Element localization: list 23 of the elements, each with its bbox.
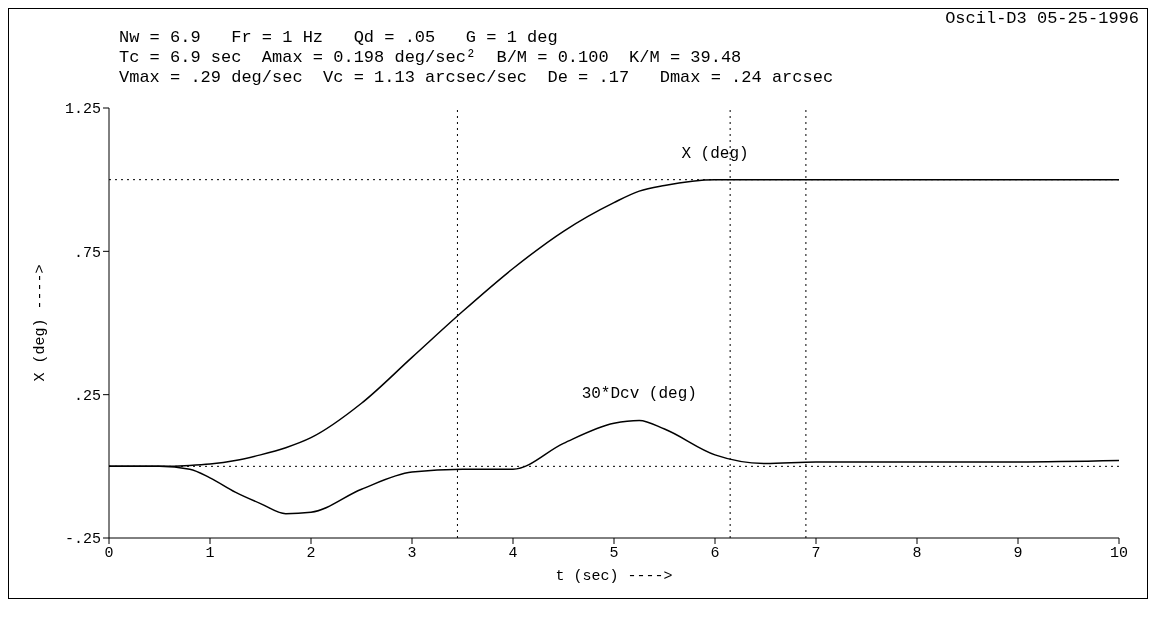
y-axis-title: X (deg) ----> [32, 264, 50, 382]
series-label: 30*Dcv (deg) [581, 385, 697, 404]
x-tick-label: 6 [710, 544, 720, 562]
x-tick-label: 8 [912, 544, 922, 562]
y-tick-label: -.25 [64, 531, 101, 549]
text: Tc = 6.9 sec Amax = 0.198 deg/sec² B/M = 0.100 K/M = 39.48 [119, 48, 743, 68]
series-label: X (deg) [681, 144, 749, 163]
x-tick-label: 10 [1109, 544, 1129, 562]
y-tick-label: .25 [73, 387, 101, 405]
x-tick-label: 3 [407, 544, 417, 562]
x-tick-label: 9 [1013, 544, 1023, 562]
x-tick-label: 2 [306, 544, 316, 562]
x-tick-label: 5 [609, 544, 619, 562]
text: Nw = 6.9 Fr = 1 Hz Qd = .05 G = 1 deg [119, 28, 559, 48]
y-tick-label: .75 [73, 244, 101, 262]
y-tick-label: 1.25 [64, 101, 101, 119]
x-tick-label: 0 [104, 544, 114, 562]
x-tick-label: 1 [205, 544, 215, 562]
x-axis-title: t (sec) ----> [555, 568, 673, 585]
x-tick-label: 4 [508, 544, 518, 562]
chart-title: Oscil-D3 05-25-1996 [944, 9, 1140, 28]
x-tick-label: 7 [811, 544, 821, 562]
text: Vmax = .29 deg/sec Vc = 1.13 arcsec/sec De = .17 Dmax = .24 arcsec [119, 68, 835, 88]
